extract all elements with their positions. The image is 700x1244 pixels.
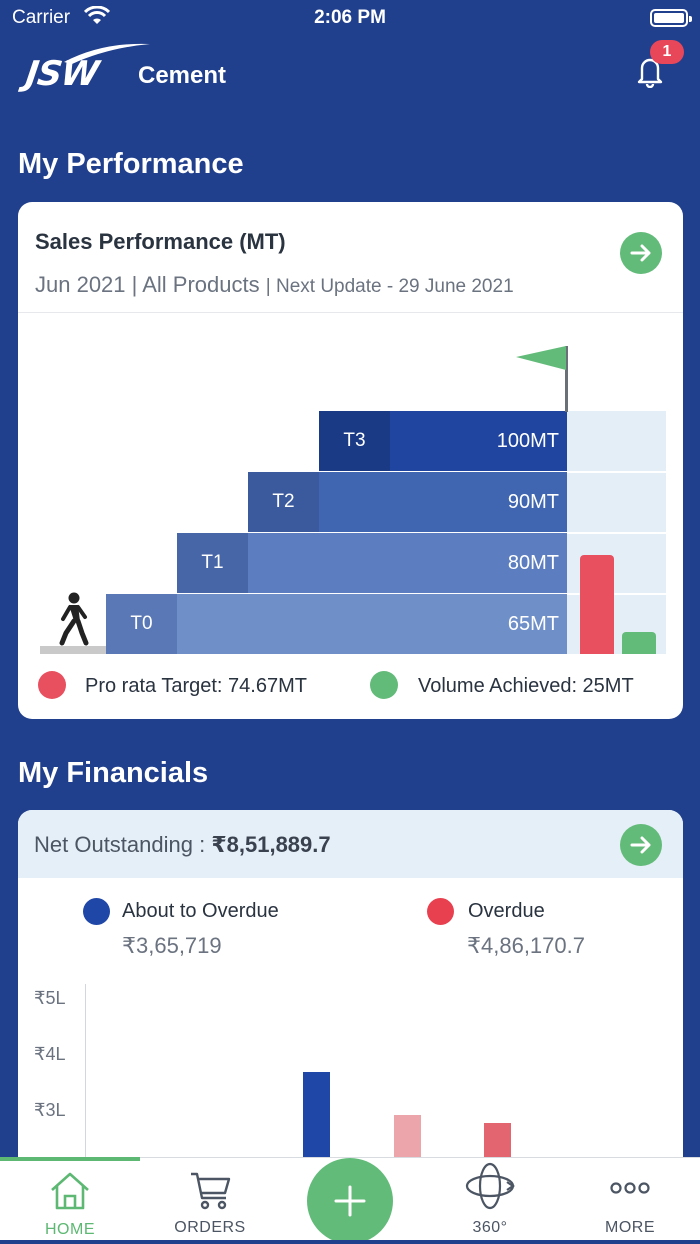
tab-more-label: MORE: [605, 1219, 655, 1236]
pro-rata-legend-label: Pro rata Target: 74.67MT: [85, 675, 307, 697]
notification-badge: 1: [650, 40, 684, 64]
tier-track-divider: [567, 471, 666, 473]
flag-pole: [565, 346, 568, 412]
tab-orders-label: ORDERS: [174, 1219, 246, 1236]
logo-swoosh-icon: [64, 43, 150, 64]
tier-target-label: 90MT: [507, 490, 559, 513]
brand-logo: JSW Cement: [22, 40, 232, 96]
ground-line: [40, 646, 106, 654]
tier-track-divider: [567, 593, 666, 595]
next-update-label: | Next Update - 29 June 2021: [265, 276, 514, 297]
home-icon: [51, 1172, 89, 1210]
brand-sub: Cement: [138, 62, 227, 89]
tier-step-t0: 65MT: [106, 594, 567, 654]
tier-target-label: 65MT: [507, 612, 559, 635]
tier-badge-t1: T1: [177, 533, 248, 593]
status-bar: Carrier 2:06 PM: [0, 0, 700, 36]
volume-achieved-bar: [622, 631, 656, 654]
rotate-360-icon: [465, 1162, 515, 1210]
financials-card[interactable]: Net Outstanding : ₹8,51,889.7 About to O…: [18, 810, 683, 1190]
tier-target-label: 80MT: [507, 551, 559, 574]
sales-details-button[interactable]: [620, 232, 662, 274]
bottom-edge: [0, 1240, 700, 1244]
tier-target-label: 100MT: [496, 429, 559, 452]
y-tick-label: ₹4L: [34, 1044, 66, 1064]
overdue-value: ₹4,86,170.7: [467, 933, 585, 958]
volume-legend-label: Volume Achieved: 25MT: [418, 675, 634, 697]
active-tab-indicator: [0, 1157, 140, 1161]
brand-name: JSW: [23, 54, 101, 94]
overdue-label: Overdue: [468, 900, 545, 922]
arrow-right-icon: [630, 244, 651, 262]
plus-icon: [334, 1185, 366, 1217]
cart-icon: [191, 1172, 231, 1210]
tier-badge-t2: T2: [248, 472, 319, 532]
add-button[interactable]: [307, 1158, 393, 1244]
pro-rata-legend-dot: [38, 671, 66, 699]
net-outstanding-caption: Net Outstanding :: [34, 832, 212, 857]
pro-rata-bar: [580, 555, 614, 654]
net-outstanding-label: Net Outstanding : ₹8,51,889.7: [34, 832, 331, 858]
walking-person-icon: [59, 592, 89, 646]
tier-badge-t0: T0: [106, 594, 177, 654]
y-axis-line: [85, 984, 86, 1190]
card-title: Sales Performance (MT): [35, 229, 286, 254]
card-subtitle: Jun 2021 | All Products | Next Update - …: [35, 272, 514, 298]
target-flag-icon: [516, 346, 566, 370]
tab-360-label: 360°: [472, 1219, 508, 1236]
battery-icon: [650, 9, 692, 27]
tab-home-label: HOME: [45, 1221, 95, 1238]
performance-section-title: My Performance: [18, 148, 244, 180]
financials-section-title: My Financials: [18, 757, 209, 789]
card-divider: [18, 312, 683, 313]
net-outstanding-header: Net Outstanding : ₹8,51,889.7: [18, 810, 683, 878]
about-to-overdue-legend-dot: [83, 898, 110, 925]
overdue-legend-dot: [427, 898, 454, 925]
wifi-icon: [84, 6, 110, 24]
arrow-right-icon: [630, 836, 651, 854]
y-tick-label: ₹5L: [34, 988, 66, 1008]
volume-legend-dot: [370, 671, 398, 699]
tier-badge-t3: T3: [319, 411, 390, 471]
sales-performance-card[interactable]: Sales Performance (MT) Jun 2021 | All Pr…: [18, 202, 683, 719]
clock: 2:06 PM: [314, 7, 386, 28]
financials-details-button[interactable]: [620, 824, 662, 866]
about-to-overdue-label: About to Overdue: [122, 900, 279, 922]
carrier-label: Carrier: [12, 7, 71, 28]
period-label: Jun 2021 | All Products: [35, 272, 260, 297]
about-to-overdue-value: ₹3,65,719: [122, 933, 222, 958]
net-outstanding-value: ₹8,51,889.7: [211, 832, 331, 857]
y-tick-label: ₹3L: [34, 1100, 66, 1120]
more-dots-icon: [610, 1182, 650, 1194]
tier-track-divider: [567, 532, 666, 534]
